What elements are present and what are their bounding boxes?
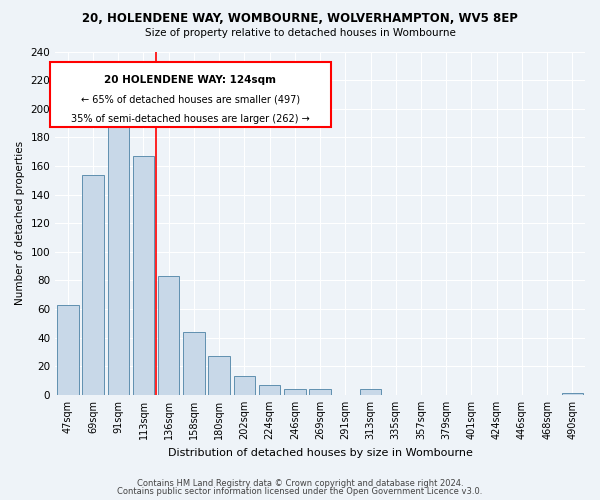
Bar	[107, 119, 129, 395]
Bar	[284, 389, 305, 395]
Bar	[360, 389, 381, 395]
Bar	[183, 332, 205, 395]
Text: 20, HOLENDENE WAY, WOMBOURNE, WOLVERHAMPTON, WV5 8EP: 20, HOLENDENE WAY, WOMBOURNE, WOLVERHAMP…	[82, 12, 518, 26]
Bar	[158, 276, 179, 395]
Text: Contains public sector information licensed under the Open Government Licence v3: Contains public sector information licen…	[118, 487, 482, 496]
Bar	[259, 385, 280, 395]
Bar	[82, 174, 104, 395]
Bar	[562, 394, 583, 395]
Text: Size of property relative to detached houses in Wombourne: Size of property relative to detached ho…	[145, 28, 455, 38]
FancyBboxPatch shape	[50, 62, 331, 127]
Bar	[310, 389, 331, 395]
Y-axis label: Number of detached properties: Number of detached properties	[15, 141, 25, 306]
Text: ← 65% of detached houses are smaller (497): ← 65% of detached houses are smaller (49…	[81, 94, 300, 104]
Bar	[208, 356, 230, 395]
Text: 35% of semi-detached houses are larger (262) →: 35% of semi-detached houses are larger (…	[71, 114, 310, 124]
Bar	[57, 305, 79, 395]
Bar	[133, 156, 154, 395]
Text: Contains HM Land Registry data © Crown copyright and database right 2024.: Contains HM Land Registry data © Crown c…	[137, 478, 463, 488]
Bar	[233, 376, 255, 395]
X-axis label: Distribution of detached houses by size in Wombourne: Distribution of detached houses by size …	[167, 448, 473, 458]
Text: 20 HOLENDENE WAY: 124sqm: 20 HOLENDENE WAY: 124sqm	[104, 75, 276, 85]
